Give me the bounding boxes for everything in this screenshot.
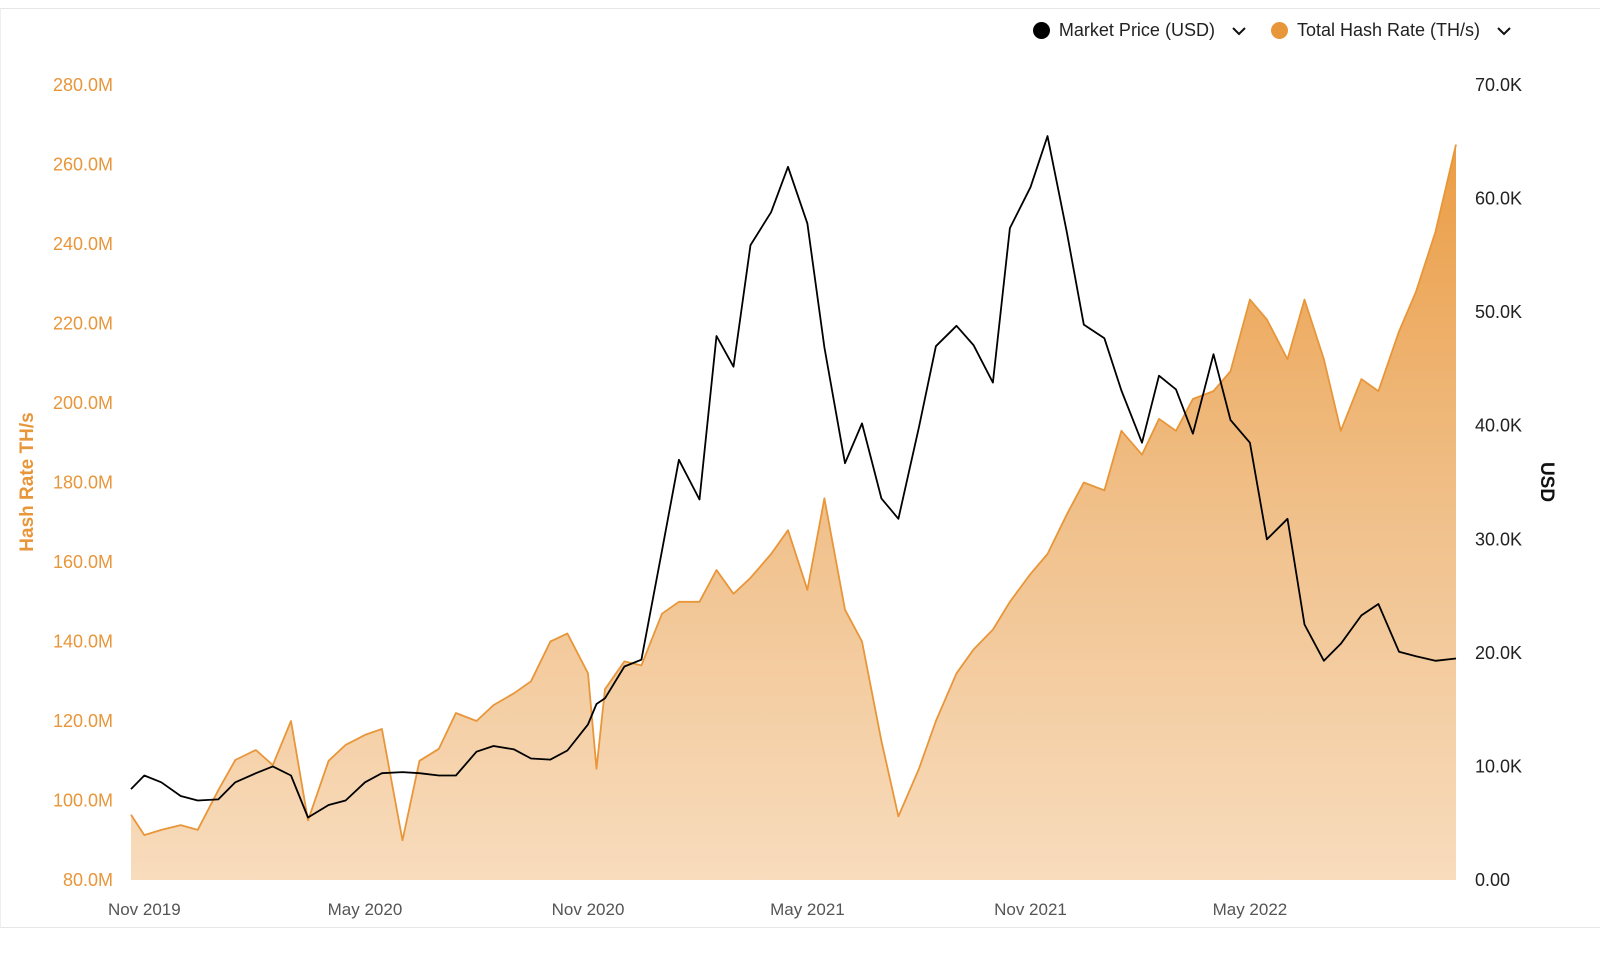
- y-left-tick-label: 160.0M: [53, 552, 113, 572]
- x-tick-label: May 2022: [1213, 900, 1288, 919]
- y-left-tick-label: 180.0M: [53, 473, 113, 493]
- legend-label-hash-rate: Total Hash Rate (TH/s): [1296, 20, 1480, 40]
- y-left-tick-label: 120.0M: [53, 711, 113, 731]
- y-left-tick-label: 220.0M: [53, 314, 113, 334]
- y-left-tick-label: 100.0M: [53, 791, 113, 811]
- legend-item-hash-rate[interactable]: Total Hash Rate (TH/s): [1270, 20, 1512, 41]
- y-right-tick-label: 10.0K: [1475, 756, 1522, 776]
- y-left-tick-label: 260.0M: [53, 155, 113, 175]
- y-right-tick-label: 40.0K: [1475, 416, 1522, 436]
- y-axis-right-title: USD: [1536, 462, 1557, 502]
- y-left-tick-label: 80.0M: [63, 870, 113, 890]
- legend-item-market-price[interactable]: Market Price (USD): [1032, 20, 1247, 41]
- y-right-tick-label: 50.0K: [1475, 302, 1522, 322]
- y-left-tick-label: 280.0M: [53, 75, 113, 95]
- y-left-tick-label: 200.0M: [53, 393, 113, 413]
- legend-dot-market-price: [1032, 22, 1050, 39]
- legend-label-market-price: Market Price (USD): [1058, 20, 1215, 40]
- legend-dot-hash-rate: [1270, 22, 1288, 39]
- y-right-tick-label: 0.00: [1475, 870, 1510, 890]
- legend: Market Price (USD) Total Hash Rate (TH/s…: [1009, 20, 1512, 41]
- y-right-tick-label: 70.0K: [1475, 75, 1522, 95]
- y-left-tick-label: 140.0M: [53, 632, 113, 652]
- hash-rate-line: [130, 144, 1457, 842]
- x-tick-label: Nov 2020: [552, 900, 625, 919]
- chevron-down-icon[interactable]: [1496, 23, 1512, 39]
- chart-frame: [0, 8, 1600, 928]
- y-right-tick-label: 20.0K: [1475, 643, 1522, 663]
- hash-rate-area: [131, 144, 1456, 881]
- x-tick-label: Nov 2019: [108, 900, 181, 919]
- x-tick-label: May 2021: [770, 900, 845, 919]
- y-right-tick-label: 30.0K: [1475, 529, 1522, 549]
- y-left-tick-label: 240.0M: [53, 234, 113, 254]
- market-price-line: [130, 135, 1457, 819]
- x-tick-label: May 2020: [328, 900, 403, 919]
- y-right-tick-label: 60.0K: [1475, 189, 1522, 209]
- y-axis-left-title: Hash Rate TH/s: [17, 412, 38, 551]
- chevron-down-icon[interactable]: [1231, 23, 1247, 39]
- x-tick-label: Nov 2021: [994, 900, 1067, 919]
